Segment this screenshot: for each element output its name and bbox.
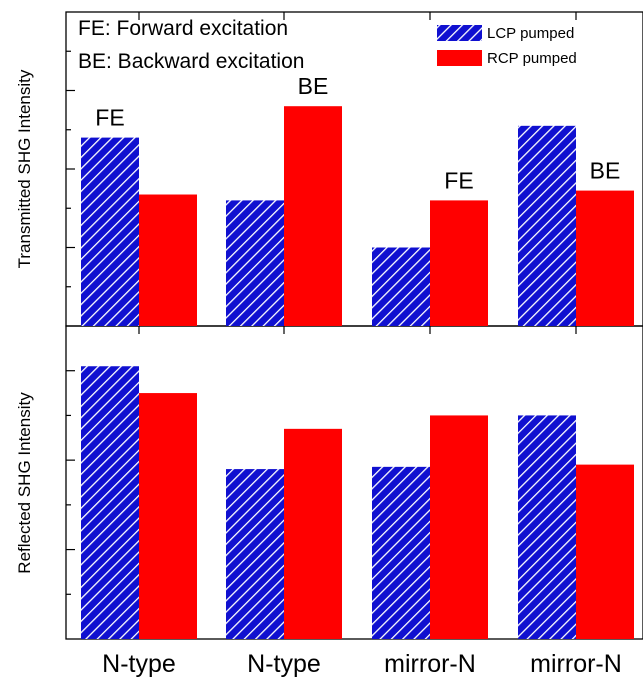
transmitted-bar-lcp (226, 200, 284, 326)
reflected-bar-lcp (372, 466, 430, 639)
category-label: mirror-N (530, 650, 622, 678)
reflected-bar-lcp (81, 366, 139, 639)
transmitted-bar-lcp (372, 247, 430, 326)
transmitted-bar-lcp (81, 137, 139, 326)
note-backward-excitation: BE: Backward excitation (78, 50, 304, 73)
bar-annotation-label: BE (298, 73, 329, 99)
legend-label-rcp: RCP pumped (487, 50, 577, 67)
reflected-bar-rcp (139, 393, 197, 639)
category-label: N-type (247, 650, 321, 678)
bar-annotation-label: FE (444, 167, 473, 193)
category-label: mirror-N (384, 650, 476, 678)
bar-annotation-label: BE (590, 158, 621, 184)
bottom-panel-frame (65, 325, 643, 640)
transmitted-bar-rcp (576, 190, 634, 326)
reflected-bar-rcp (430, 415, 488, 639)
legend-swatch-rcp (437, 50, 482, 66)
reflected-bar-lcp (226, 469, 284, 639)
reflected-bar-rcp (284, 428, 342, 639)
transmitted-bar-lcp (518, 125, 576, 326)
legend-label-lcp: LCP pumped (487, 25, 574, 42)
note-forward-excitation: FE: Forward excitation (78, 17, 288, 40)
reflected-bar-lcp (518, 415, 576, 639)
category-label: N-type (102, 650, 176, 678)
transmitted-bar-rcp (284, 106, 342, 326)
legend-swatch-lcp (437, 25, 482, 41)
bottom-y-axis-label: Reflected SHG Intensity (15, 392, 34, 574)
transmitted-bar-rcp (430, 200, 488, 326)
reflected-bar-rcp (576, 464, 634, 639)
legend: LCP pumped RCP pumped (437, 25, 577, 67)
bar-annotation-label: FE (95, 105, 124, 131)
transmitted-bar-rcp (139, 194, 197, 326)
top-y-axis-label: Transmitted SHG Intensity (15, 69, 34, 268)
